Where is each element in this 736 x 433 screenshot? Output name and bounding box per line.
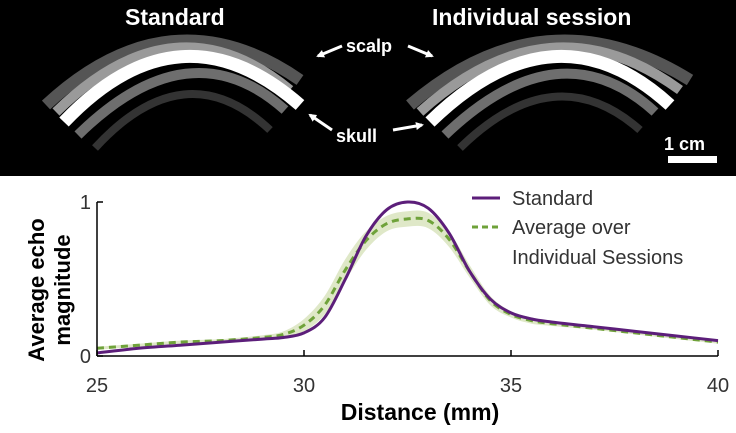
x-axis-label: Distance (mm) [341, 399, 499, 425]
x-tick-label-25: 25 [86, 375, 108, 397]
series-line-1 [96, 216, 719, 350]
legend-average-label-continued: Individual Sessions [512, 247, 683, 269]
x-tick-label-30: 30 [293, 375, 315, 397]
individual-session-image-title: Individual session [432, 4, 631, 30]
scalp-label: scalp [346, 36, 392, 56]
legend-standard-label: Standard [512, 188, 593, 210]
individual-session-ultrasound-image [406, 34, 694, 151]
skull-arrow-left [308, 113, 333, 132]
skull-label: skull [336, 126, 377, 146]
series-line-0 [96, 200, 719, 355]
y-tick-label-0: 0 [80, 346, 91, 368]
scalp-arrow-right [407, 44, 434, 58]
scale-bar [668, 156, 717, 163]
x-tick-label-40: 40 [707, 375, 729, 397]
scale-bar-label: 1 cm [664, 134, 705, 154]
echo-magnitude-chart: 25 30 35 40 0 1 [80, 192, 729, 397]
standard-image-title: Standard [125, 4, 225, 30]
standard-ultrasound-image [41, 34, 305, 151]
y-axis-label-line1: Average echo [24, 218, 49, 361]
chart-legend: Standard Average over Individual Session… [472, 188, 683, 269]
y-axis-label-line2: magnitude [50, 234, 75, 345]
skull-arrow-right [392, 122, 424, 132]
scalp-arrow-left [316, 44, 343, 58]
y-tick-label-1: 1 [80, 192, 91, 214]
x-tick-label-35: 35 [500, 375, 522, 397]
legend-average-label: Average over [512, 217, 631, 239]
series-band-1 [97, 210, 718, 350]
